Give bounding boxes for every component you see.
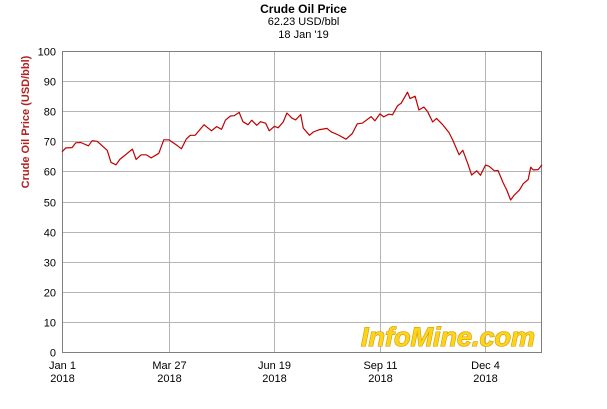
x-tick-year: 2018: [157, 373, 181, 385]
price-date: 18 Jan '19: [278, 29, 329, 41]
y-tick-label: 80: [44, 107, 56, 119]
x-tick-label: Mar 27: [152, 360, 186, 372]
x-tick-label: Jan 1: [49, 360, 76, 372]
price-series-line: [61, 91, 543, 201]
y-tick-label: 90: [44, 77, 56, 89]
x-tick-label: Jun 19: [258, 360, 291, 372]
y-tick-label: 30: [44, 258, 56, 270]
x-tick-year: 2018: [368, 373, 392, 385]
x-tick-label: Sep 11: [363, 360, 397, 372]
y-tick-label: 10: [44, 318, 56, 330]
y-tick-label: 100: [38, 47, 56, 59]
x-tick-label: Dec 4: [471, 360, 500, 372]
plot-area-border: [62, 51, 542, 353]
x-tick-year: 2018: [473, 373, 497, 385]
x-tick-year: 2018: [50, 373, 74, 385]
current-price: 62.23 USD/bbl: [267, 16, 340, 28]
x-tick-year: 2018: [262, 373, 286, 385]
y-tick-label: 20: [44, 288, 56, 300]
y-tick-label: 40: [44, 228, 56, 240]
y-tick-label: 0: [50, 348, 56, 360]
watermark: InfoMine.com: [361, 322, 535, 352]
y-tick-label: 50: [44, 198, 56, 210]
chart-title: Crude Oil Price: [260, 2, 347, 16]
y-tick-label: 70: [44, 137, 56, 149]
gridlines: [62, 51, 542, 353]
y-tick-label: 60: [44, 167, 56, 179]
y-axis-title: Crude Oil Price (USD/bbl): [20, 55, 32, 188]
